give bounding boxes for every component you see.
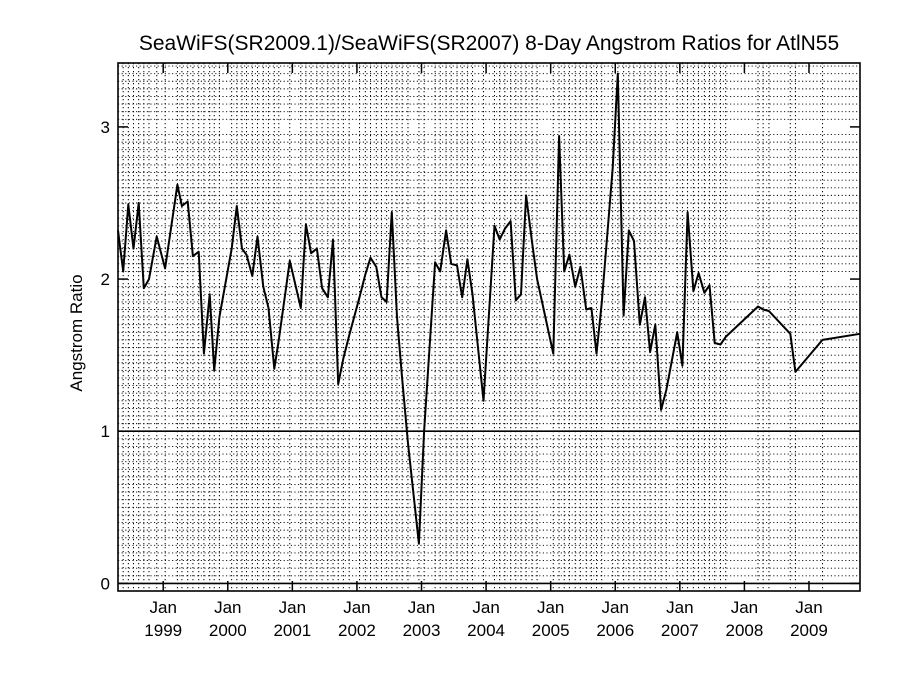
x-tick-label-month: Jan — [214, 598, 241, 617]
x-tick-label-month: Jan — [149, 598, 176, 617]
x-tick-label-month: Jan — [472, 598, 499, 617]
x-tick-label-month: Jan — [537, 598, 564, 617]
y-tick-label: 3 — [101, 118, 110, 137]
x-tick-label-year: 2006 — [596, 621, 634, 640]
series-layer — [117, 72, 861, 545]
plot-frame — [117, 62, 861, 592]
x-tick-label-month: Jan — [279, 598, 306, 617]
x-tick-label-month: Jan — [343, 598, 370, 617]
vertical-grid — [122, 63, 824, 591]
x-ticks: Jan 1999 Jan 2000 Jan 2001 Jan 2002 Jan 2003 Jan 20… — [144, 63, 828, 640]
x-tick-label-year: 2007 — [661, 621, 699, 640]
x-tick-label-month: Jan — [731, 598, 758, 617]
x-tick-label-year: 2002 — [338, 621, 376, 640]
x-tick-label-year: 2005 — [532, 621, 570, 640]
x-tick-label-year: 2000 — [209, 621, 247, 640]
x-tick-label-month: Jan — [602, 598, 629, 617]
x-tick-label-month: Jan — [795, 598, 822, 617]
x-tick-label-year: 2009 — [790, 621, 828, 640]
horizontal-grid — [118, 65, 860, 592]
x-tick-label-year: 2004 — [467, 621, 505, 640]
y-tick-label: 2 — [101, 270, 110, 289]
x-tick-label-year: 2008 — [725, 621, 763, 640]
x-tick-label-month: Jan — [666, 598, 693, 617]
chart-title: SeaWiFS(SR2009.1)/SeaWiFS(SR2007) 8-Day … — [139, 32, 839, 55]
y-axis-label: Angstrom Ratio — [67, 274, 86, 391]
y-ticks: 0 1 2 3 — [101, 118, 860, 593]
x-tick-label-year: 2001 — [273, 621, 311, 640]
reference-lines — [118, 430, 860, 585]
x-tick-label-month: Jan — [408, 598, 435, 617]
y-tick-label: 1 — [101, 422, 110, 441]
y-tick-label: 0 — [101, 574, 110, 593]
series-line — [117, 72, 861, 545]
x-tick-label-year: 1999 — [144, 621, 182, 640]
x-tick-label-year: 2003 — [403, 621, 441, 640]
